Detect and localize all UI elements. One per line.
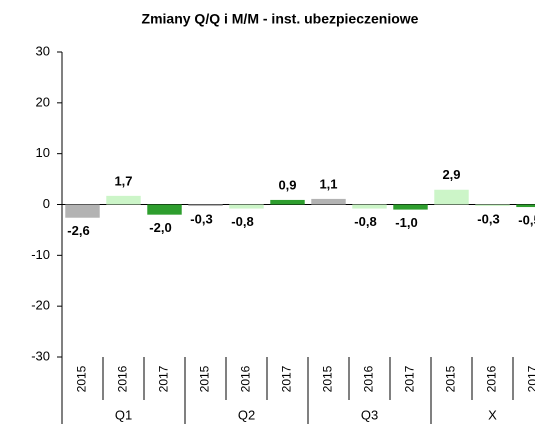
bar: [229, 204, 264, 209]
bar: [434, 189, 469, 205]
bar: [516, 204, 535, 208]
value-label: -0,3: [477, 211, 499, 226]
y-tick-label: -20: [31, 298, 50, 313]
group-label: Q3: [361, 407, 378, 422]
value-label: -0,3: [190, 211, 212, 226]
x-tick-label: 2016: [116, 365, 130, 392]
bar: [475, 204, 510, 207]
value-label: 0,9: [278, 177, 296, 192]
y-tick-label: 20: [36, 94, 50, 109]
x-tick-label: 2017: [157, 365, 171, 392]
x-tick-label: 2015: [321, 365, 335, 392]
bar: [270, 199, 305, 205]
value-label: 1,1: [319, 176, 337, 191]
x-tick-label: 2015: [75, 365, 89, 392]
x-tick-label: 2016: [239, 365, 253, 392]
bar: [65, 204, 100, 218]
bar: [352, 204, 387, 209]
y-tick-label: 10: [36, 145, 50, 160]
group-label: X: [488, 407, 497, 422]
x-tick-label: 2017: [403, 365, 417, 392]
x-tick-label: 2015: [198, 365, 212, 392]
y-tick-label: 0: [43, 196, 50, 211]
value-label: -0,8: [231, 214, 253, 229]
chart-title: Zmiany Q/Q i M/M - inst. ubezpieczeniowe: [142, 11, 419, 27]
value-label: -1,0: [395, 215, 417, 230]
y-tick-label: -30: [31, 348, 50, 363]
value-label: -2,0: [149, 220, 171, 235]
value-label: 2,9: [442, 167, 460, 182]
x-tick-label: 2016: [485, 365, 499, 392]
value-label: -2,6: [67, 223, 89, 238]
bar: [393, 204, 428, 210]
group-label: Q2: [238, 407, 255, 422]
x-tick-label: 2016: [362, 365, 376, 392]
bar: [188, 204, 223, 207]
x-tick-label: 2015: [444, 365, 458, 392]
group-label: Q1: [115, 407, 132, 422]
bar: [147, 204, 182, 215]
value-label: -0,8: [354, 214, 376, 229]
value-label: -0,5: [518, 212, 535, 227]
x-tick-label: 2017: [280, 365, 294, 392]
bar: [106, 195, 141, 205]
bar: [311, 198, 346, 205]
y-tick-label: -10: [31, 247, 50, 262]
x-tick-label: 2017: [526, 365, 535, 392]
y-tick-label: 30: [36, 43, 50, 58]
value-label: 1,7: [114, 173, 132, 188]
